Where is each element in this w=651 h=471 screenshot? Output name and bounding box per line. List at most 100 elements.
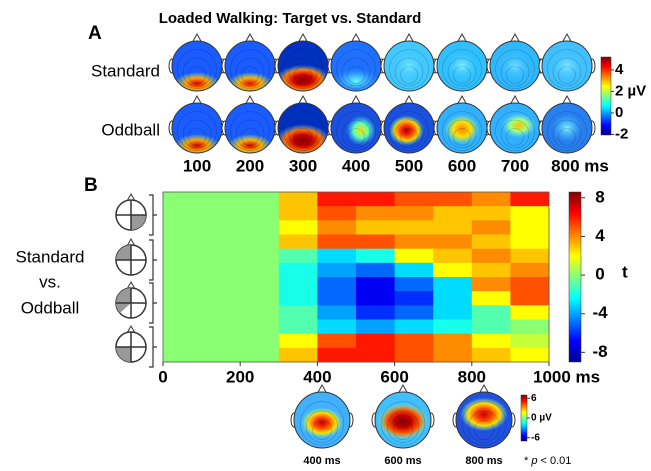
x-tick-label: 200 [226,367,254,386]
heatmap-cell [240,220,279,235]
heatmap-cell [163,305,202,320]
heatmap-cell [202,206,241,221]
heatmap-cell [433,320,472,335]
time-label: 100 [183,156,211,175]
heatmap-cell [202,291,241,306]
time-label: 200 [236,156,264,175]
topo-spot [552,114,582,142]
topo-map [453,385,515,448]
heatmap-cell [317,220,356,235]
heatmap-cell [356,206,395,221]
heatmap-cell [163,291,202,306]
heatmap-cell [163,235,202,250]
heatmap-cell [510,249,549,264]
row-label: Standard [16,247,85,266]
icon-quadrant [131,215,146,230]
topo-map [169,34,225,95]
colorbar-tick-label: -2 [615,125,628,142]
colorbar-tick-label: 0 [595,265,604,284]
topo-map [275,96,331,157]
heatmap-cell [356,320,395,335]
heatmap-cell [317,192,356,207]
topo-map [381,96,437,153]
heatmap-cell [317,206,356,221]
time-label: 400 ms [303,455,340,467]
colorbar-tick-label: 8 [595,187,604,206]
heatmap-cell [433,206,472,221]
heatmap-cell [317,249,356,264]
region-icon [116,326,146,362]
heatmap-cell [433,263,472,278]
heatmap-cell [510,277,549,292]
topo-map [434,34,490,91]
heatmap-cell [202,348,241,363]
heatmap-cell [510,334,549,349]
heatmap-cell [317,235,356,250]
colorbar-tick-label: -8 [592,342,607,361]
heatmap-cell [510,206,549,221]
topo-map [372,385,434,448]
heatmap-cell [356,235,395,250]
heatmap-cell [240,291,279,306]
bracket [149,327,157,367]
heatmap-cell [433,305,472,320]
x-tick-label: 400 [303,367,331,386]
topo-map [291,385,353,448]
topo-map [222,34,278,95]
heatmap-cell [279,320,318,335]
heatmap-cell [356,263,395,278]
topo-map [222,96,278,157]
heatmap-cell [472,220,511,235]
topo-spot [498,51,533,81]
heatmap-cell [510,192,549,207]
time-label: 700 [501,156,529,175]
heatmap-cell [356,305,395,320]
heatmap-cell [472,235,511,250]
heatmap-cell [472,192,511,207]
heatmap-cell [433,291,472,306]
topo-map [328,34,384,94]
topo-fill [172,103,222,157]
topo-map [487,34,543,91]
heatmap-cell [202,263,241,278]
heatmap-cell [510,263,549,278]
row-label: vs. [39,272,61,291]
heatmap-cell [240,206,279,221]
colorbar-tick-label: -6 [531,432,540,443]
heatmap-cell [395,192,434,207]
heatmap-cell [317,277,356,292]
row-label: Standard [91,61,160,80]
heatmap-cell [510,220,549,235]
heatmap-cell [317,291,356,306]
heatmap-cell [163,334,202,349]
heatmap-cell [202,235,241,250]
heatmap-cell [395,235,434,250]
note: * p < 0.01 [524,455,571,467]
heatmap-cell [202,334,241,349]
topo-map [539,34,595,91]
colorbar-tick-label: 4 [615,61,624,78]
heatmap-cell [395,305,434,320]
heatmap-cell [317,348,356,363]
topo-map [169,96,225,157]
heatmap-cell [472,305,511,320]
heatmap-cell [433,348,472,363]
topo-spot [445,51,480,81]
heatmap-cell [395,320,434,335]
colorbar-tick-label: 2 µV [615,82,646,99]
heatmap-cell [279,206,318,221]
heatmap-cell [240,235,279,250]
bracket [149,195,157,235]
heatmap-cell [279,192,318,207]
panel-label: B [84,175,98,196]
topo-fill [331,41,381,94]
heatmap-cell [163,220,202,235]
heatmap-cell [433,235,472,250]
time-label: 600 [448,156,476,175]
heatmap-cell [279,348,318,363]
region-icon [116,282,146,318]
topo-map [434,96,490,153]
heatmap-cell [202,220,241,235]
heatmap-cell [395,220,434,235]
bracket [149,283,157,323]
